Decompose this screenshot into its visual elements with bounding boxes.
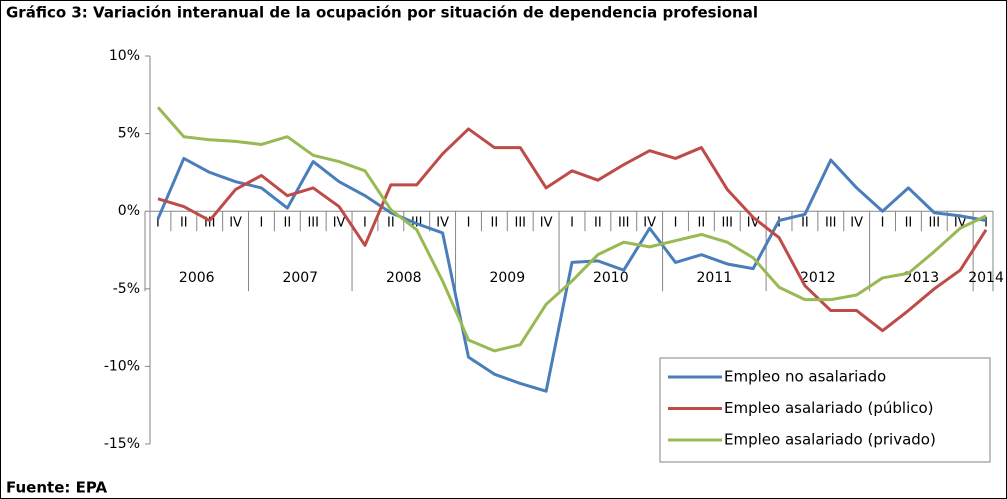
x-tick-label: III (722, 216, 734, 231)
x-tick-label: I (260, 216, 264, 231)
x-tick-label: I (363, 216, 367, 231)
chart-title: Gráfico 3: Variación interanual de la oc… (6, 4, 758, 22)
x-tick-label: IV (229, 216, 242, 231)
x-tick-label: IV (333, 216, 346, 231)
x-tick-label: II (283, 216, 291, 231)
y-tick-label: -15% (104, 436, 140, 452)
x-tick-label: IV (643, 216, 656, 231)
x-group-label: 2010 (593, 270, 629, 286)
x-tick-label: II (491, 216, 499, 231)
x-group-label: 2009 (489, 270, 525, 286)
x-tick-label: I (156, 216, 160, 231)
x-tick-label: I (570, 216, 574, 231)
x-tick-label: II (594, 216, 602, 231)
x-group-label: 2006 (179, 270, 215, 286)
x-tick-label: III (929, 216, 941, 231)
x-tick-label: II (905, 216, 913, 231)
y-tick-label: 0% (118, 203, 140, 219)
x-group-label: 2008 (386, 270, 422, 286)
x-group-label: 2013 (904, 270, 940, 286)
series-line (156, 106, 987, 353)
y-tick-label: 10% (109, 48, 140, 64)
series-line (157, 127, 988, 333)
x-tick-label: IV (436, 216, 449, 231)
x-tick-label: III (618, 216, 630, 231)
x-tick-label: III (307, 216, 319, 231)
legend-label: Empleo no asalariado (724, 368, 886, 386)
x-group-label: 2014 (968, 270, 1004, 286)
x-tick-label: III (514, 216, 526, 231)
x-group-label: 2011 (697, 270, 733, 286)
x-tick-label: I (674, 216, 678, 231)
y-tick-label: -5% (113, 281, 140, 297)
x-tick-label: IV (850, 216, 863, 231)
x-tick-label: IV (540, 216, 553, 231)
x-tick-label: II (387, 216, 395, 231)
source: Fuente: EPA (6, 479, 107, 497)
y-tick-label: 5% (118, 126, 140, 142)
x-group-label: 2012 (800, 270, 836, 286)
legend-label: Empleo asalariado (privado) (724, 431, 936, 449)
x-tick-label: III (825, 216, 837, 231)
x-tick-label: II (698, 216, 706, 231)
x-group-label: 2007 (282, 270, 318, 286)
x-tick-label: I (467, 216, 471, 231)
x-tick-label: I (881, 216, 885, 231)
x-tick-label: II (801, 216, 809, 231)
x-tick-label: III (204, 216, 216, 231)
x-tick-label: II (180, 216, 188, 231)
legend-label: Empleo asalariado (público) (724, 399, 934, 417)
y-tick-label: -10% (104, 358, 140, 374)
x-tick-label: I (984, 216, 988, 231)
